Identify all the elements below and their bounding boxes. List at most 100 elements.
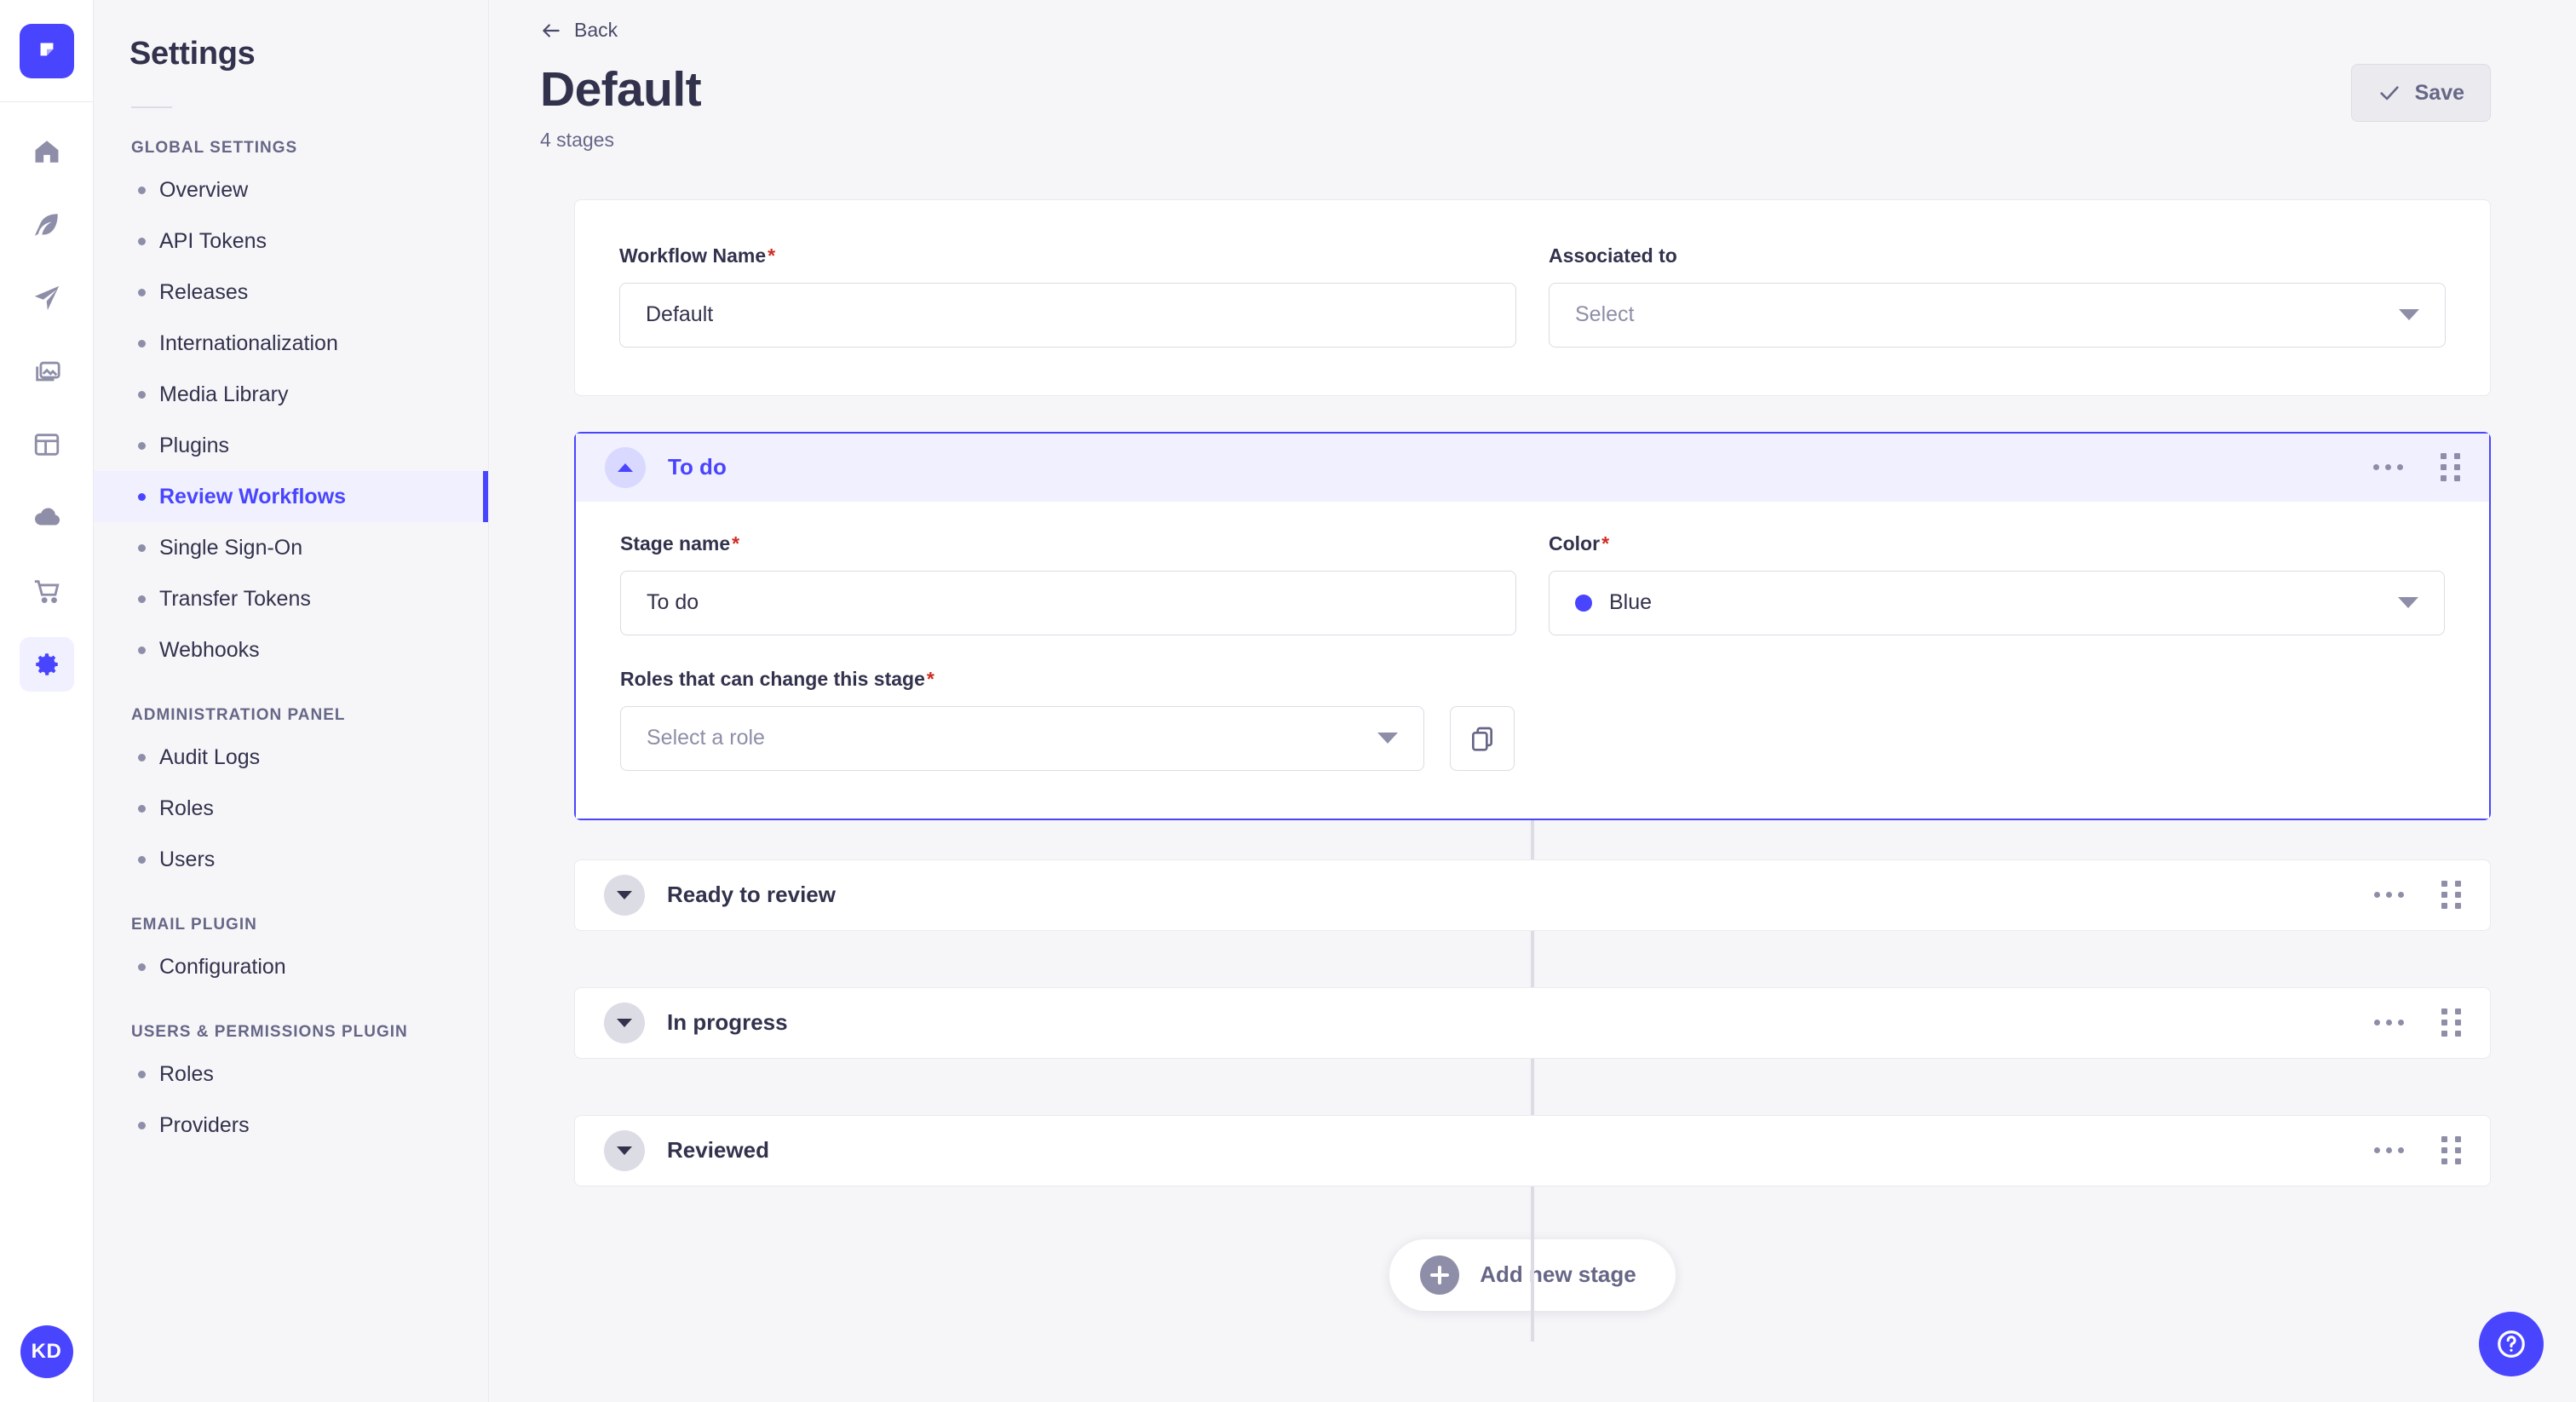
expand-toggle-icon[interactable] [604, 1129, 645, 1171]
duplicate-icon-button[interactable] [1450, 705, 1515, 771]
sidebar-item-overview[interactable]: Overview [94, 164, 488, 215]
sidebar-item-audit-logs[interactable]: Audit Logs [94, 732, 488, 783]
stage-actions [2373, 453, 2460, 482]
sidebar-item-media-library[interactable]: Media Library [94, 369, 488, 420]
stage-actions [2374, 1136, 2461, 1165]
required-asterisk: * [926, 667, 934, 690]
sidebar-item-plugins[interactable]: Plugins [94, 420, 488, 471]
workflow-meta-card: Workflow Name* Default Associated to Sel… [574, 198, 2491, 396]
page-title: Default [540, 62, 702, 117]
question-mark-icon [2498, 1330, 2525, 1358]
stage-header-in-progress[interactable]: In progress [575, 988, 2490, 1058]
plugins-paper-plane-icon[interactable] [20, 271, 74, 325]
bullet-icon [138, 855, 146, 864]
drag-handle-icon[interactable] [2441, 881, 2461, 910]
associated-to-value: Select [1575, 302, 1635, 327]
stage-header-reviewed[interactable]: Reviewed [575, 1116, 2490, 1186]
sidebar-item-releases[interactable]: Releases [94, 267, 488, 318]
bullet-icon [138, 441, 146, 450]
stage-header-to-do[interactable]: To do [576, 433, 2489, 502]
bullet-icon [138, 288, 146, 296]
sidebar-group-label-users-permissions: USERS & PERMISSIONS PLUGIN [131, 1023, 408, 1041]
sidebar-item-users[interactable]: Users [94, 834, 488, 885]
avatar[interactable]: KD [20, 1325, 73, 1378]
sidebar-item-label: Overview [159, 177, 249, 202]
content-type-builder-icon[interactable] [20, 198, 74, 252]
drag-handle-icon[interactable] [2441, 453, 2460, 482]
sidebar-item-label: Audit Logs [159, 744, 261, 769]
logo-area [0, 0, 93, 102]
cloud-icon[interactable] [20, 491, 74, 545]
sidebar-item-label: Releases [159, 279, 249, 304]
icon-rail: KD [0, 0, 94, 1402]
sidebar-group-users-permissions: Roles Providers [94, 1049, 488, 1151]
stage-color-select[interactable]: Blue [1549, 570, 2445, 635]
back-label: Back [574, 19, 618, 41]
stage-color-field: Color* Blue [1549, 532, 2445, 635]
stage-card-reviewed: Reviewed [574, 1114, 2491, 1187]
sidebar-item-review-workflows[interactable]: Review Workflows [94, 471, 488, 522]
sidebar-item-internationalization[interactable]: Internationalization [94, 318, 488, 369]
more-actions-icon[interactable] [2373, 464, 2403, 471]
media-library-icon[interactable] [20, 344, 74, 399]
workflow-name-field: Workflow Name* Default [619, 244, 1516, 348]
stage-roles-value: Select a role [647, 726, 765, 750]
more-actions-icon[interactable] [2374, 1020, 2404, 1026]
sidebar-item-label: API Tokens [159, 228, 267, 253]
sidebar-item-label: Media Library [159, 382, 289, 406]
sidebar-item-roles-up[interactable]: Roles [94, 1049, 488, 1100]
sidebar-item-roles-admin[interactable]: Roles [94, 783, 488, 834]
workflow-name-input[interactable]: Default [619, 282, 1516, 348]
bullet-icon [138, 595, 146, 603]
stage-name-input[interactable]: To do [620, 570, 1516, 635]
stage-name-label-text: Stage name [620, 531, 731, 554]
sidebar-item-label: Configuration [159, 954, 286, 979]
workflow-meta-grid: Workflow Name* Default Associated to Sel… [619, 244, 2446, 348]
sidebar-item-providers[interactable]: Providers [94, 1100, 488, 1151]
more-actions-icon[interactable] [2374, 1147, 2404, 1154]
bullet-icon [138, 186, 146, 194]
sidebar-item-api-tokens[interactable]: API Tokens [94, 215, 488, 267]
add-new-stage-label: Add new stage [1480, 1261, 1636, 1288]
stage-title: To do [668, 454, 727, 480]
bullet-icon [138, 543, 146, 552]
strapi-logo-icon[interactable] [19, 23, 74, 78]
sidebar-item-configuration[interactable]: Configuration [94, 941, 488, 992]
collapse-toggle-icon[interactable] [605, 446, 646, 488]
stage-title: In progress [667, 1009, 788, 1036]
chevron-up-icon [618, 463, 633, 472]
drag-handle-icon[interactable] [2441, 1008, 2461, 1037]
associated-to-select[interactable]: Select [1549, 282, 2446, 348]
stage-name-label: Stage name* [620, 532, 1516, 555]
sidebar-item-single-sign-on[interactable]: Single Sign-On [94, 522, 488, 573]
help-button[interactable] [2479, 1312, 2544, 1376]
chevron-down-icon [2398, 597, 2418, 609]
more-actions-icon[interactable] [2374, 892, 2404, 899]
expand-toggle-icon[interactable] [604, 1002, 645, 1043]
bullet-icon [138, 390, 146, 399]
chevron-down-icon [617, 1146, 632, 1155]
page-subtitle: 4 stages [540, 128, 614, 151]
stage-actions [2374, 881, 2461, 910]
back-link[interactable]: Back [489, 0, 2576, 42]
bullet-icon [138, 339, 146, 348]
stage-color-label-text: Color [1549, 531, 1601, 554]
page-header: Default 4 stages Save [489, 42, 2576, 152]
marketplace-cart-icon[interactable] [20, 564, 74, 618]
associated-to-field: Associated to Select [1549, 244, 2446, 348]
stage-roles-label: Roles that can change this stage* [620, 668, 2445, 691]
stage-header-ready-to-review[interactable]: Ready to review [575, 860, 2490, 930]
settings-gear-icon[interactable] [19, 637, 74, 692]
save-button[interactable]: Save [2350, 64, 2491, 122]
arrow-left-icon [543, 23, 560, 37]
bullet-icon [138, 804, 146, 813]
content-area: Workflow Name* Default Associated to Sel… [489, 152, 2576, 1342]
sidebar-item-webhooks[interactable]: Webhooks [94, 624, 488, 675]
drag-handle-icon[interactable] [2441, 1136, 2461, 1165]
sidebar-item-transfer-tokens[interactable]: Transfer Tokens [94, 573, 488, 624]
expand-toggle-icon[interactable] [604, 874, 645, 916]
stage-roles-select[interactable]: Select a role [620, 705, 1424, 771]
home-icon[interactable] [20, 124, 74, 179]
bullet-icon [138, 237, 146, 245]
content-manager-icon[interactable] [20, 417, 74, 472]
